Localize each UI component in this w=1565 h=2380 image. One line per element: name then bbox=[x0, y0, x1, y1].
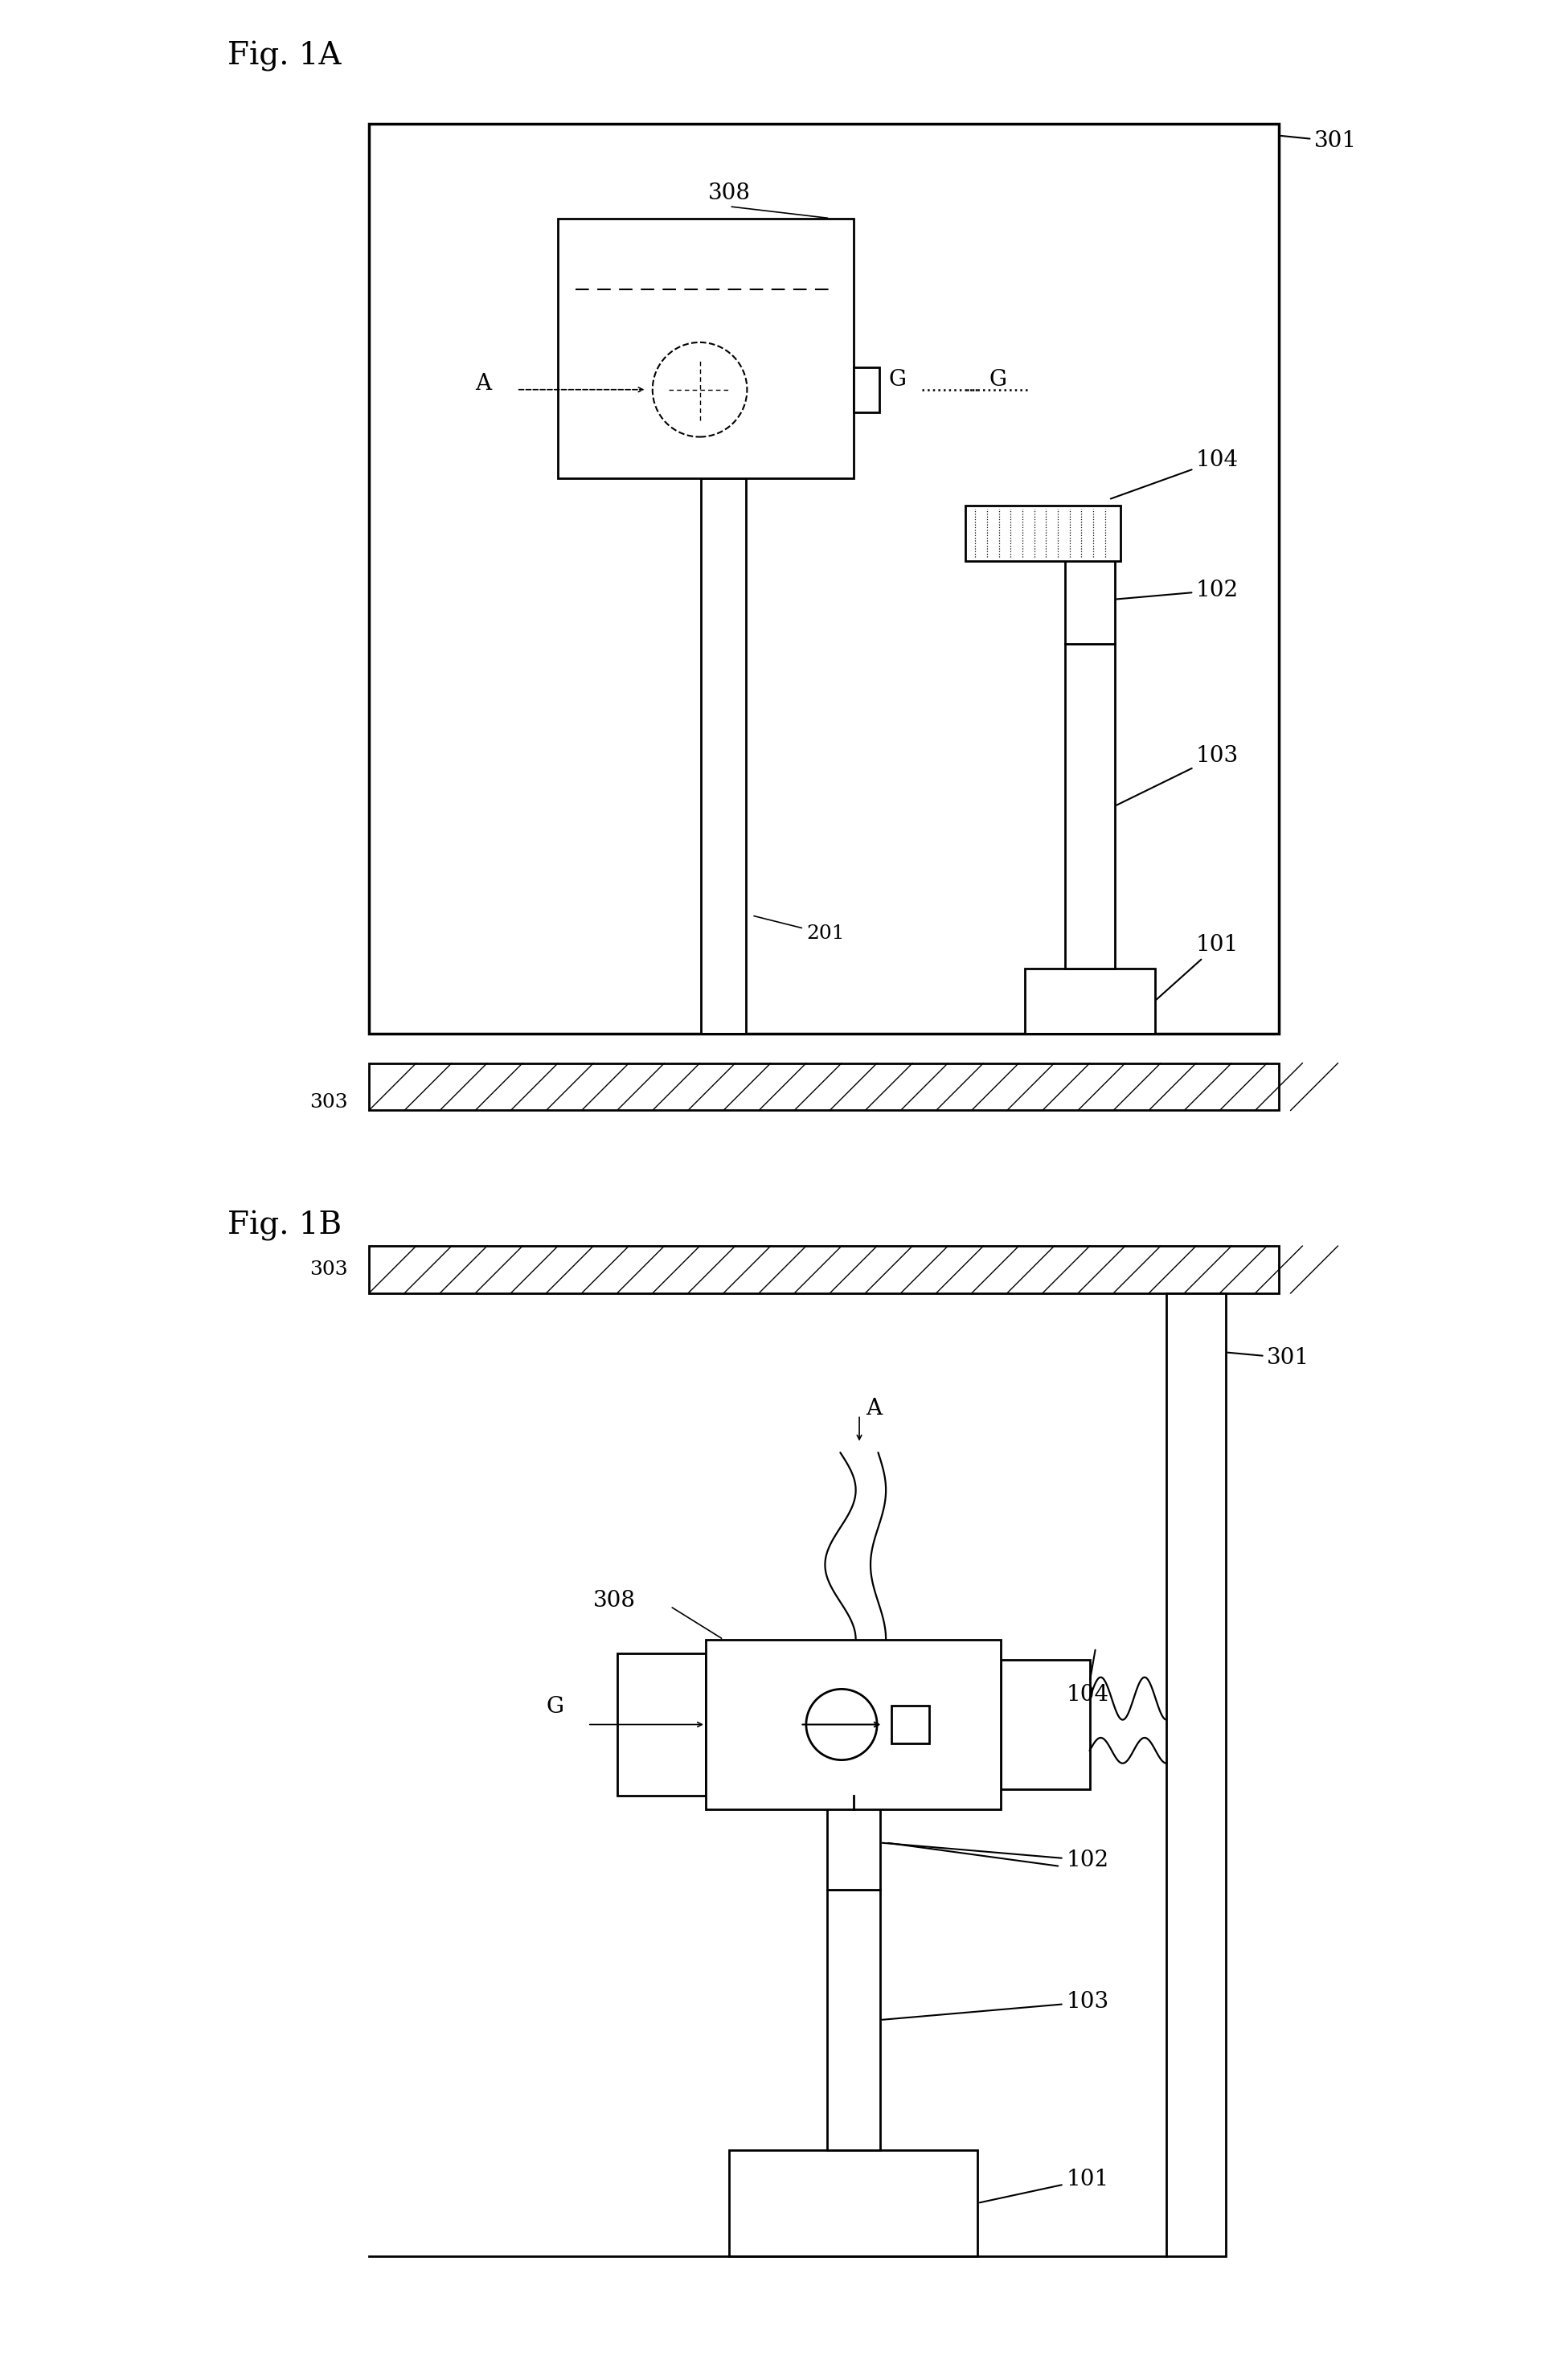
Text: 303: 303 bbox=[310, 1261, 347, 1278]
Text: 101: 101 bbox=[980, 2168, 1110, 2202]
Bar bbox=[1025, 969, 1155, 1033]
Bar bbox=[826, 1795, 880, 1890]
Text: 201: 201 bbox=[754, 916, 844, 942]
Bar bbox=[369, 1064, 1279, 1111]
Text: 103: 103 bbox=[1116, 745, 1239, 804]
Bar bbox=[1064, 643, 1114, 969]
Bar bbox=[369, 1247, 1279, 1292]
Text: 104: 104 bbox=[1111, 450, 1239, 500]
Bar bbox=[1064, 555, 1114, 643]
Text: G: G bbox=[989, 369, 1006, 390]
Bar bbox=[559, 219, 853, 478]
Text: 308: 308 bbox=[593, 1590, 635, 1611]
Text: 103: 103 bbox=[883, 1992, 1108, 2021]
Bar bbox=[701, 478, 747, 1033]
Bar bbox=[617, 1654, 706, 1795]
Bar bbox=[853, 367, 880, 412]
Text: 102: 102 bbox=[883, 1842, 1108, 1871]
Text: 301: 301 bbox=[1282, 131, 1357, 152]
Bar bbox=[706, 1640, 1002, 1809]
Text: G: G bbox=[546, 1697, 563, 1718]
Text: 101: 101 bbox=[1157, 933, 1239, 1000]
Text: 102: 102 bbox=[1117, 578, 1239, 602]
Text: 104: 104 bbox=[1066, 1649, 1108, 1706]
Bar bbox=[826, 1890, 880, 2149]
Bar bbox=[1002, 1659, 1089, 1790]
Text: 308: 308 bbox=[707, 183, 751, 205]
Text: G: G bbox=[889, 369, 906, 390]
Text: Fig. 1A: Fig. 1A bbox=[227, 40, 341, 71]
Text: Fig. 1B: Fig. 1B bbox=[227, 1211, 341, 1240]
Text: A: A bbox=[865, 1397, 881, 1418]
Bar bbox=[729, 2149, 978, 2256]
Text: 301: 301 bbox=[1229, 1347, 1310, 1369]
Bar bbox=[369, 124, 1279, 1033]
Text: 303: 303 bbox=[310, 1092, 347, 1111]
Text: A: A bbox=[476, 374, 491, 395]
Bar bbox=[890, 1706, 930, 1745]
Bar bbox=[1166, 1292, 1225, 2256]
Bar bbox=[966, 505, 1121, 562]
